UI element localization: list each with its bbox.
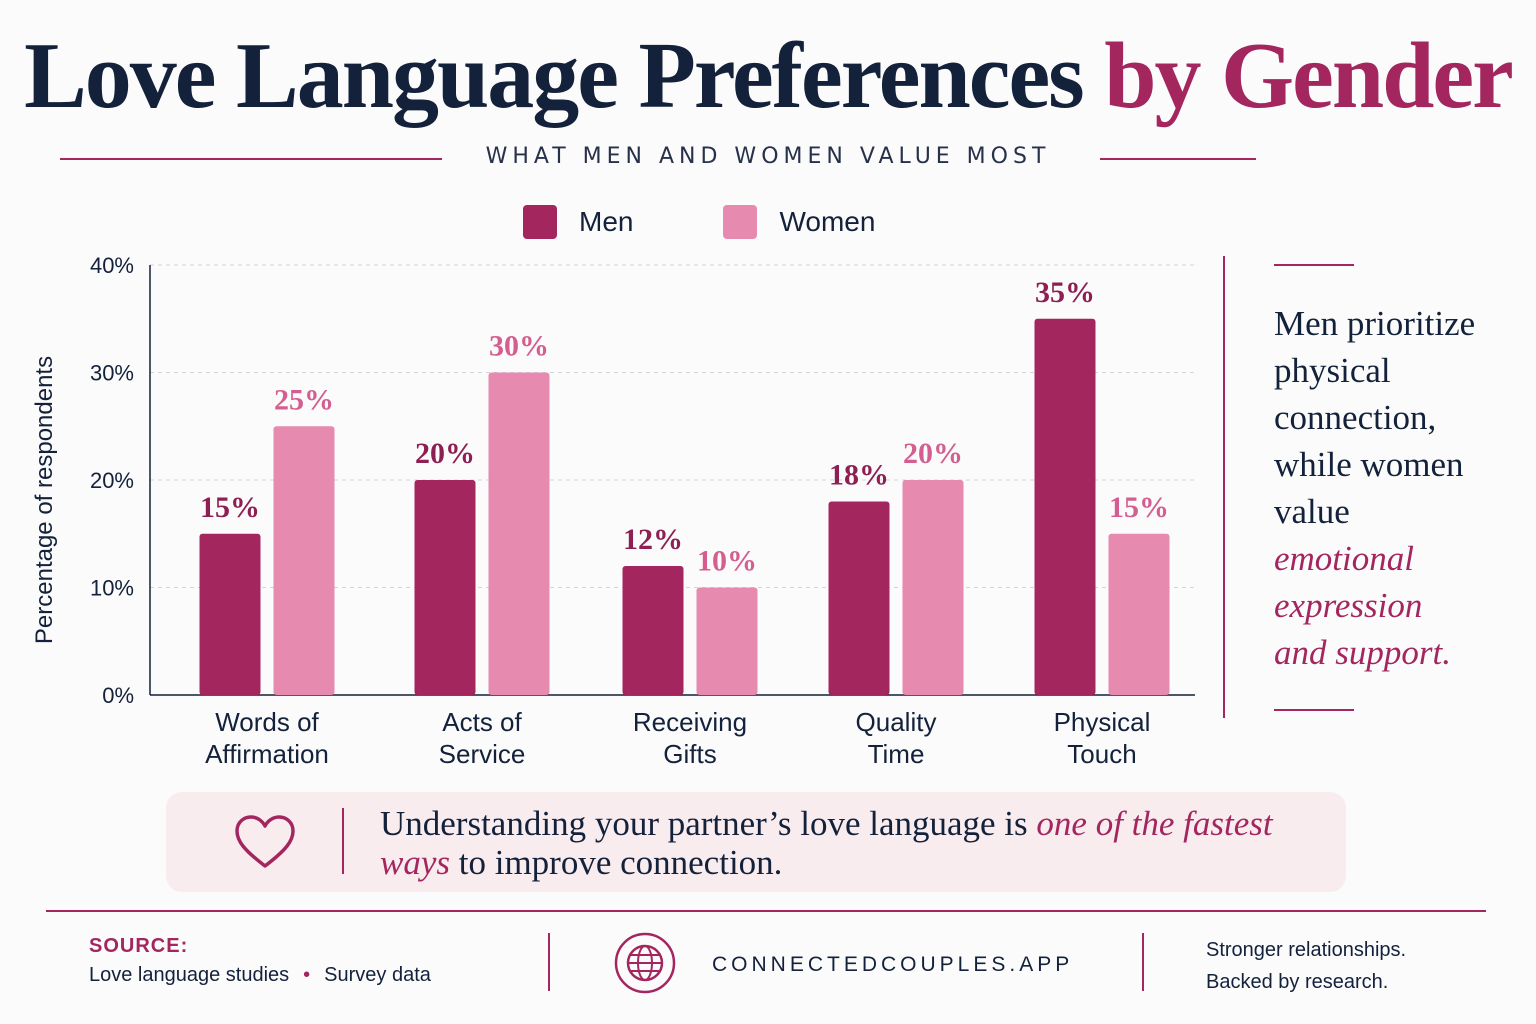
insight-text: Men prioritize physical connection, whil… (1274, 300, 1504, 676)
data-label-men: 18% (829, 459, 889, 492)
x-tick-label: Acts of (442, 707, 522, 737)
footer-divider-right (1142, 933, 1144, 991)
legend-label-men: Men (579, 206, 634, 237)
y-tick-label: 10% (90, 576, 134, 601)
y-tick-label: 30% (90, 361, 134, 386)
insight-line: while women (1274, 445, 1464, 484)
bar-men (414, 480, 476, 695)
x-tick-label: Time (868, 739, 925, 769)
insight-line: connection, (1274, 398, 1437, 437)
bar-men (199, 533, 261, 695)
y-axis-title: Percentage of respondents (31, 356, 58, 644)
x-tick-label: Physical (1054, 707, 1151, 737)
source-list: Love language studies • Survey data (89, 964, 431, 987)
insight-emphasis: expression (1274, 586, 1423, 625)
x-tick-label: Quality (856, 707, 937, 737)
legend-label-women: Women (779, 206, 876, 237)
data-label-women: 30% (489, 330, 549, 363)
insight-line: physical (1274, 351, 1391, 390)
x-tick-label: Affirmation (205, 739, 329, 769)
callout-text-before: Understanding your partner’s love langua… (380, 804, 1037, 843)
callout-text-after: to improve connection. (450, 843, 783, 882)
y-tick-label: 40% (90, 253, 134, 278)
x-tick-label: Receiving (633, 707, 747, 737)
insight-line: value (1274, 492, 1350, 531)
site-link[interactable]: CONNECTEDCOUPLES.APP (712, 953, 1074, 976)
subtitle-rule-right (1100, 158, 1256, 160)
data-label-women: 15% (1109, 491, 1169, 524)
title-accent: by Gender (1104, 24, 1514, 128)
bar-men (1034, 318, 1096, 695)
aside-rule-top (1274, 264, 1354, 266)
tagline-line: Backed by research. (1206, 971, 1389, 993)
data-label-men: 15% (200, 491, 260, 524)
callout-text: Understanding your partner’s love langua… (380, 804, 1320, 882)
tagline-line: Stronger relationships. (1206, 939, 1407, 961)
insight-emphasis: and support. (1274, 633, 1451, 672)
bar-men (828, 501, 890, 695)
callout-text-emphasis: one of the fastest ways (380, 804, 1273, 882)
source-label: SOURCE: (89, 935, 189, 957)
bar-women (696, 587, 758, 695)
x-tick-label: Gifts (663, 739, 716, 769)
callout-box: Understanding your partner’s love langua… (166, 792, 1346, 892)
footer-rule (46, 910, 1486, 912)
aside-rule-bottom (1274, 709, 1354, 711)
chart-title: Love Language Preferences by Gender (0, 22, 1536, 130)
bar-women (1108, 533, 1170, 695)
title-main: Love Language Preferences (24, 24, 1085, 128)
callout-divider (342, 808, 344, 874)
subtitle-rule-left (60, 158, 442, 160)
data-label-women: 10% (697, 545, 757, 578)
source-item: Survey data (324, 964, 431, 986)
bar-women (273, 426, 335, 695)
bar-chart: 0% 10% 20% 30% 40% Percentage of respondents 1… (31, 253, 1195, 769)
x-tick-label: Words of (215, 707, 319, 737)
x-tick-label: Service (439, 739, 526, 769)
source-item: Love language studies (89, 964, 290, 986)
data-label-women: 20% (903, 437, 963, 470)
insight-emphasis: emotional (1274, 539, 1414, 578)
insight-line: Men prioritize (1274, 304, 1476, 343)
tagline: Stronger relationships. Backed by researc… (1206, 934, 1406, 998)
source-bullet: • (303, 964, 311, 986)
data-label-women: 25% (274, 383, 334, 416)
data-label-men: 35% (1035, 276, 1095, 309)
footer-divider-left (548, 933, 550, 991)
x-tick-label: Touch (1067, 739, 1136, 769)
data-label-men: 12% (623, 523, 683, 556)
y-tick-label: 20% (90, 468, 134, 493)
globe-icon (614, 932, 676, 994)
legend-swatch-women (723, 205, 758, 239)
chart-legend: Men Women (523, 205, 965, 239)
bar-women (902, 480, 964, 695)
chart-subtitle: WHAT MEN AND WOMEN VALUE MOST (485, 144, 1051, 169)
legend-swatch-men (523, 205, 557, 239)
heart-icon (235, 815, 295, 868)
aside-divider (1223, 256, 1225, 718)
y-tick-label: 0% (102, 683, 134, 708)
bar-men (622, 566, 684, 695)
bar-women (488, 372, 550, 695)
data-label-men: 20% (415, 437, 475, 470)
